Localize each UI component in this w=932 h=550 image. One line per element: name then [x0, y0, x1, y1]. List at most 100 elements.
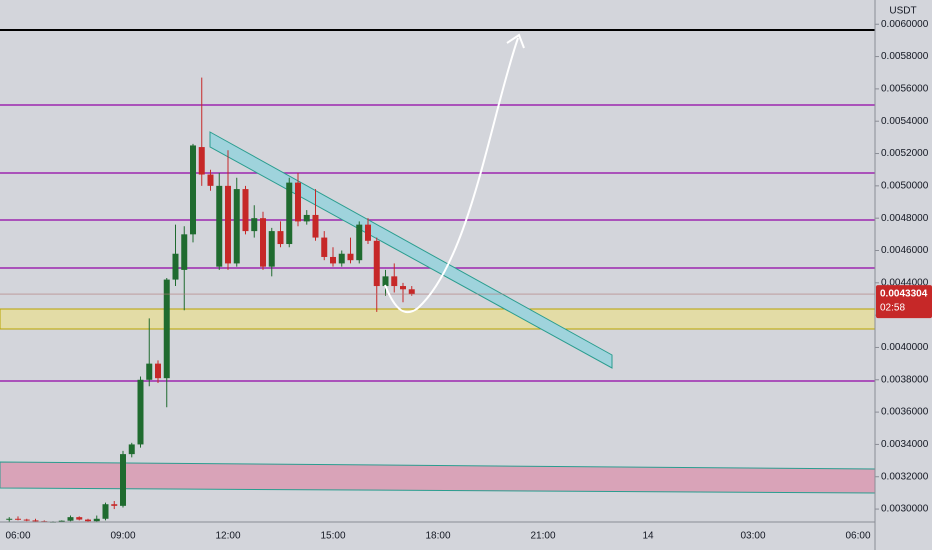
candle-body: [23, 519, 30, 521]
y-tick-label: 0.0030000: [881, 504, 929, 515]
candle-body: [58, 520, 65, 522]
candle: [198, 77, 205, 186]
candle-body: [268, 231, 275, 267]
candle-body: [172, 253, 179, 280]
candle: [356, 221, 363, 264]
x-tick-label: 06:00: [5, 531, 30, 542]
candle: [15, 516, 21, 521]
candle: [260, 211, 266, 270]
candle: [312, 189, 319, 241]
candle-body: [303, 214, 310, 222]
candle-body: [312, 214, 319, 238]
y-tick-label: 0.0036000: [881, 407, 929, 418]
candle: [338, 250, 345, 267]
candle: [172, 224, 179, 287]
candle-body: [181, 234, 188, 270]
y-tick-label: 0.0058000: [881, 51, 929, 62]
candle: [391, 263, 398, 293]
candle-body: [93, 518, 100, 522]
y-tick-label: 0.0032000: [881, 471, 929, 482]
candle: [102, 502, 109, 521]
candle-body: [15, 518, 21, 520]
x-tick-label: 15:00: [320, 531, 345, 542]
candle-body: [6, 518, 13, 520]
candle: [295, 172, 301, 227]
y-tick-label: 0.0050000: [881, 180, 929, 191]
x-tick-label: 12:00: [215, 531, 240, 542]
candle-body: [216, 185, 223, 267]
axis-unit: USDT: [889, 6, 916, 17]
axes: 0.0030000 0.0032000 0.0034000 0.0036000 0.00…: [5, 19, 932, 542]
candle-body: [225, 185, 231, 264]
candle-body: [190, 145, 196, 235]
candle-body: [382, 276, 389, 287]
y-tick-label: 0.0040000: [881, 342, 929, 353]
last-price-label: 0.0043304: [880, 289, 928, 300]
countdown-label: 02:58: [880, 303, 905, 314]
candle-body: [67, 517, 74, 521]
candle-body: [400, 286, 406, 290]
last-price-box: [876, 285, 932, 319]
y-tick-label: 0.0054000: [881, 116, 929, 127]
candle: [146, 318, 153, 387]
candle-body: [373, 240, 380, 287]
candle-body: [233, 189, 240, 264]
candle-body: [321, 237, 328, 257]
candle: [32, 518, 39, 522]
candle-body: [356, 224, 363, 261]
candle-body: [365, 224, 371, 241]
candle-body: [85, 519, 91, 522]
candle-body: [207, 174, 214, 186]
candle-body: [242, 189, 249, 232]
candle-body: [408, 289, 415, 295]
candle-body: [146, 363, 153, 380]
candle-body: [260, 218, 266, 267]
y-tick-label: 0.0046000: [881, 245, 929, 256]
candle: [216, 172, 223, 270]
candle: [382, 269, 389, 296]
y-tick-label: 0.0056000: [881, 84, 929, 95]
candle-body: [391, 276, 398, 287]
candle-body: [76, 517, 83, 520]
x-tick-label: 21:00: [530, 531, 555, 542]
yellow-zone: [0, 308, 876, 330]
candle: [277, 221, 284, 248]
candle-body: [198, 147, 205, 175]
candle-body: [32, 520, 39, 522]
candle: [365, 218, 371, 245]
candle: [321, 231, 328, 261]
candle: [67, 515, 74, 522]
candle: [251, 205, 258, 238]
candle-body: [111, 504, 118, 506]
candle: [330, 247, 336, 267]
candle-body: [102, 504, 109, 519]
candle: [181, 226, 188, 311]
candle: [85, 518, 91, 522]
candle-body: [277, 231, 284, 245]
candle: [347, 237, 354, 264]
candle: [163, 277, 170, 408]
candles: [0, 77, 875, 523]
candle-body: [137, 379, 144, 445]
candle-body: [128, 444, 135, 455]
trend-channel: [209, 131, 613, 369]
candle-body: [338, 253, 345, 264]
candle: [207, 169, 214, 191]
forecast-arrow: [384, 37, 519, 314]
y-tick-label: 0.0060000: [881, 19, 929, 30]
x-tick-label: 03:00: [740, 531, 765, 542]
candle-body: [120, 454, 126, 506]
candle: [120, 450, 126, 508]
candle-body: [163, 279, 170, 379]
y-tick-label: 0.0038000: [881, 374, 929, 385]
y-tick-label: 0.0052000: [881, 148, 929, 159]
candle: [155, 360, 161, 384]
candle: [6, 517, 13, 522]
candle: [400, 282, 406, 303]
candle: [137, 376, 144, 448]
candle-body: [330, 256, 336, 264]
x-tick-label: 06:00: [845, 531, 870, 542]
x-tick-label: 14: [642, 531, 654, 542]
candle-body: [251, 218, 258, 232]
x-tick-label: 18:00: [425, 531, 450, 542]
